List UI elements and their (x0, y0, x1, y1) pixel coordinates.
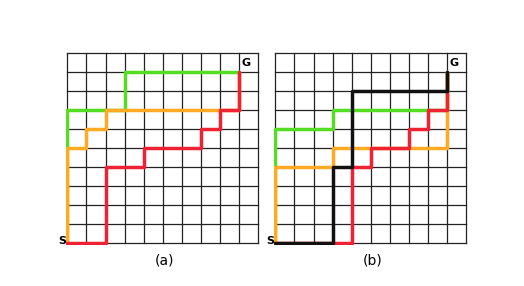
Text: (a): (a) (155, 253, 174, 267)
Text: S: S (267, 236, 275, 246)
Text: S: S (59, 236, 67, 246)
Text: G: G (242, 57, 251, 67)
Text: (b): (b) (363, 253, 383, 267)
Text: G: G (450, 57, 459, 67)
